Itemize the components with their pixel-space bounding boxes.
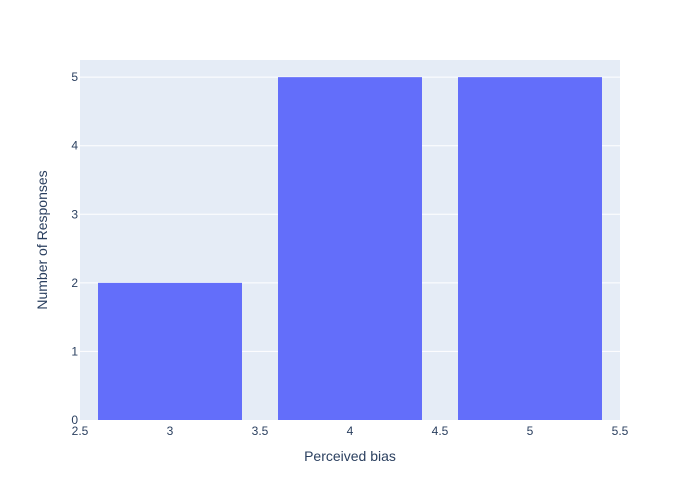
y-axis-ticks: 0 1 2 3 4 5 xyxy=(71,70,78,427)
y-axis-title: Number of Responses xyxy=(34,170,50,309)
y-tick-label: 1 xyxy=(71,344,78,358)
x-axis-title: Perceived bias xyxy=(304,448,396,464)
x-tick-label: 3.5 xyxy=(252,424,269,438)
y-tick-label: 3 xyxy=(71,207,78,221)
x-tick-label: 3 xyxy=(167,424,174,438)
bars xyxy=(98,77,602,421)
y-tick-label: 0 xyxy=(71,413,78,427)
bar[interactable] xyxy=(278,77,422,421)
y-tick-label: 2 xyxy=(71,276,78,290)
x-tick-label: 2.5 xyxy=(72,424,89,438)
x-tick-label: 4.5 xyxy=(432,424,449,438)
x-axis-ticks: 2.5 3 3.5 4 4.5 5 5.5 xyxy=(72,424,629,438)
x-tick-label: 5 xyxy=(527,424,534,438)
x-tick-label: 5.5 xyxy=(612,424,629,438)
bar[interactable] xyxy=(98,282,242,420)
y-tick-label: 5 xyxy=(71,70,78,84)
x-tick-label: 4 xyxy=(347,424,354,438)
y-tick-label: 4 xyxy=(71,139,78,153)
bar[interactable] xyxy=(458,77,602,421)
